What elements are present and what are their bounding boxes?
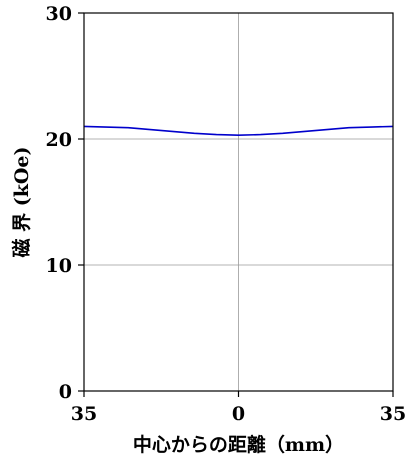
y-tick-label-0: 0 [59,381,72,403]
series-line-0 [83,125,394,137]
grid-layer [84,13,393,391]
y-axis-label: 磁 界 (kOe) [10,146,33,257]
x-tick-label-0: 35 [71,403,97,425]
y-tick-label-10: 10 [46,255,72,277]
y-tick-label-20: 20 [46,129,72,151]
x-tick-label-1: 0 [232,403,245,425]
series-layer [83,125,394,137]
axis-layer [78,12,394,397]
x-tick-label-2: 35 [380,403,406,425]
y-tick-label-30: 30 [46,3,72,25]
x-axis-label: 中心からの距離（mm） [133,433,344,456]
